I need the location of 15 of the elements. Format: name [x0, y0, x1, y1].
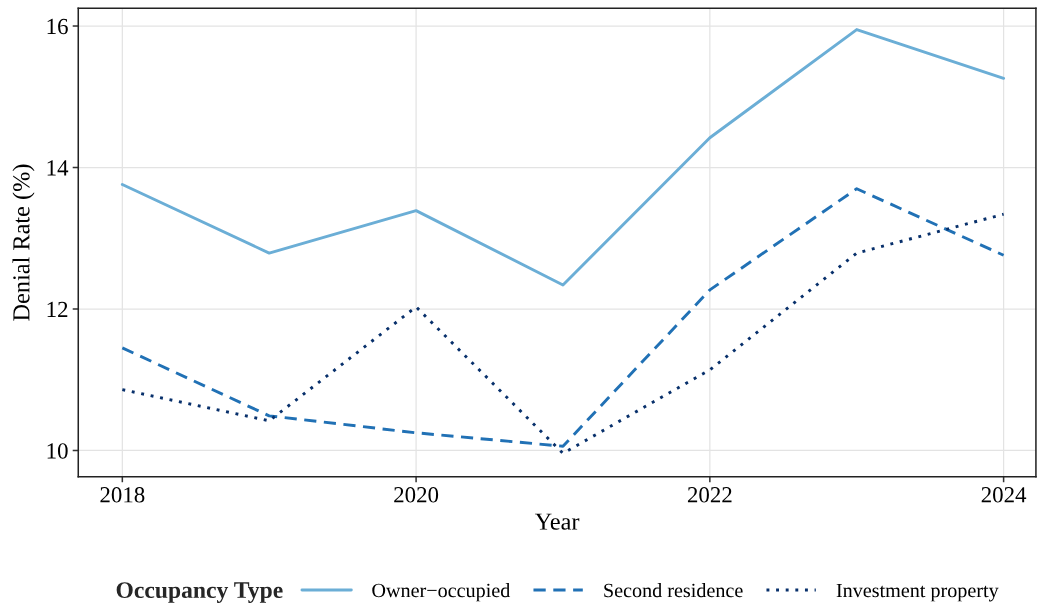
line-series: [120, 28, 1006, 287]
x-tick-label: 2020: [394, 487, 439, 503]
x-tick-label: 2022: [687, 487, 732, 503]
legend-label: Second residence: [604, 583, 743, 598]
y-tick-label: 12: [47, 301, 68, 317]
y-tick-label: 14: [47, 160, 69, 176]
x-axis-title: Year: [534, 513, 580, 530]
y-tick-label: 10: [47, 443, 68, 459]
y-axis-title: Denial Rate (%): [12, 164, 35, 321]
x-tick-label: 2018: [100, 487, 145, 503]
legend-label: Owner−occupied: [372, 583, 511, 602]
legend-title: Occupancy Type: [116, 582, 283, 603]
y-tick-label: 16: [47, 18, 68, 35]
legend-label: Investment property: [836, 583, 999, 602]
x-tick-label: 2024: [981, 487, 1027, 503]
